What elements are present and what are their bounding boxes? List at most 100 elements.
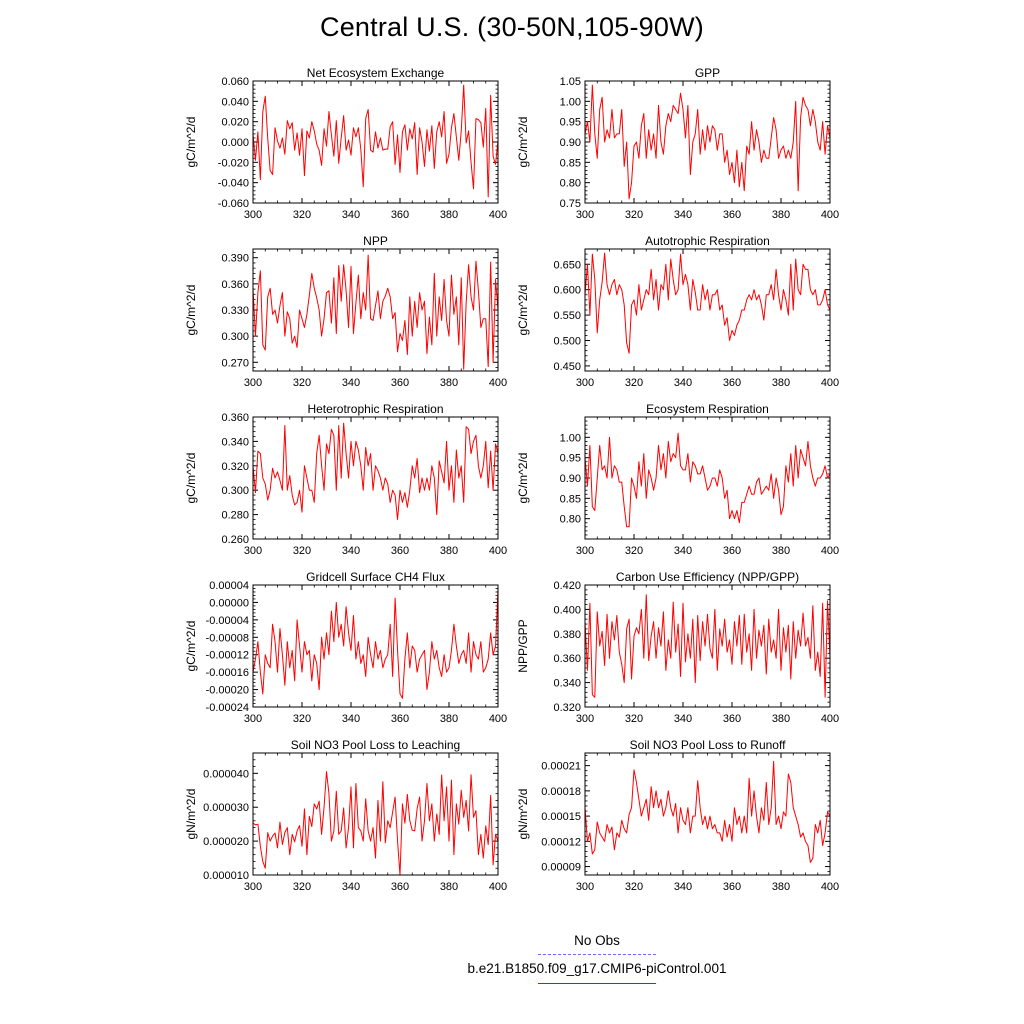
y-tick-label: 0.400 — [553, 604, 581, 616]
x-tick-label: 300 — [244, 545, 262, 557]
panel-title: Ecosystem Respiration — [646, 402, 769, 416]
series-line-npp — [252, 254, 499, 370]
plot-frame — [252, 416, 499, 540]
y-tick-label: 0.90 — [560, 137, 581, 149]
legend: No Obs b.e21.B1850.f09_g17.CMIP6-piContr… — [0, 928, 1024, 998]
panel-soil-no3-pool-loss-to-leaching: Soil NO3 Pool Loss to Leaching gN/m^2/d 30… — [184, 738, 507, 893]
x-tick-label: 380 — [440, 209, 458, 221]
x-tick-label: 340 — [674, 545, 692, 557]
y-axis-label: gN/m^2/d — [184, 789, 198, 840]
y-axis-label: gN/m^2/d — [516, 789, 530, 840]
y-tick-label: -0.00004 — [206, 615, 249, 627]
y-tick-label: 0.360 — [221, 412, 249, 424]
panel-soil-no3-pool-loss-to-runoff: Soil NO3 Pool Loss to Runoff gN/m^2/d 300 3… — [516, 738, 839, 893]
y-tick-label: 0.000040 — [203, 768, 249, 780]
y-tick-label: -0.00020 — [206, 685, 249, 697]
x-tick-label: 320 — [625, 377, 643, 389]
y-tick-label: -0.00012 — [206, 650, 249, 662]
x-tick-label: 320 — [293, 713, 311, 725]
series-line-autotrophic-respiration — [584, 252, 831, 354]
y-tick-label: 0.300 — [221, 485, 249, 497]
x-tick-label: 320 — [625, 713, 643, 725]
x-tick-label: 360 — [723, 713, 741, 725]
x-tick-label: 300 — [244, 713, 262, 725]
y-tick-label: 0.550 — [553, 310, 581, 322]
x-tick-label: 400 — [821, 377, 839, 389]
y-tick-label: 1.00 — [560, 96, 581, 108]
y-tick-label: 0.450 — [553, 361, 581, 373]
series-line-ecosystem-respiration — [584, 432, 831, 528]
y-tick-label: 0.340 — [221, 436, 249, 448]
y-tick-label: -0.00008 — [206, 632, 249, 644]
y-axis-label: gC/m^2/d — [516, 453, 530, 504]
x-tick-label: 380 — [440, 377, 458, 389]
x-tick-label: 400 — [489, 881, 507, 893]
panel-ecosystem-respiration: Ecosystem Respiration gC/m^2/d 300 320 340 36… — [516, 402, 839, 557]
y-tick-label: 0.060 — [221, 76, 249, 88]
y-tick-label: 0.00009 — [541, 862, 581, 874]
x-tick-label: 300 — [244, 881, 262, 893]
x-tick-label: 360 — [391, 209, 409, 221]
plot-frame — [252, 248, 499, 372]
panel-title: Carbon Use Efficiency (NPP/GPP) — [616, 570, 799, 584]
series-line-net-ecosystem-exchange — [252, 84, 499, 198]
x-tick-label: 380 — [772, 545, 790, 557]
x-tick-label: 300 — [244, 209, 262, 221]
y-tick-label: 0.280 — [221, 510, 249, 522]
y-tick-label: 0.360 — [221, 279, 249, 291]
y-tick-label: -0.00016 — [206, 667, 249, 679]
panel-gridcell-surface-ch4-flux: Gridcell Surface CH4 Flux gC/m^2/d 300 320 3… — [184, 570, 507, 725]
y-tick-label: 0.380 — [553, 629, 581, 641]
x-tick-label: 400 — [821, 209, 839, 221]
figure-title: Central U.S. (30-50N,105-90W) — [320, 12, 704, 42]
x-tick-label: 340 — [342, 545, 360, 557]
x-tick-label: 320 — [293, 545, 311, 557]
y-axis-label: gC/m^2/d — [184, 621, 198, 672]
x-tick-label: 340 — [674, 881, 692, 893]
y-tick-label: -0.00024 — [206, 702, 249, 714]
plot-frame — [584, 416, 831, 540]
panel-title: Soil NO3 Pool Loss to Leaching — [291, 738, 460, 752]
y-tick-label: 0.600 — [553, 285, 581, 297]
plot-frame — [584, 80, 831, 204]
y-tick-label: 0.00012 — [541, 836, 581, 848]
y-tick-label: 0.360 — [553, 653, 581, 665]
y-tick-label: 0.000010 — [203, 870, 249, 882]
series-line-soil-no3-pool-loss-to-runoff — [584, 760, 831, 863]
x-tick-label: 300 — [576, 545, 594, 557]
y-tick-label: 0.00018 — [541, 786, 581, 798]
x-tick-label: 340 — [342, 377, 360, 389]
y-tick-label: 0.330 — [221, 305, 249, 317]
y-tick-label: 0.390 — [221, 253, 249, 265]
y-tick-label: 0.340 — [553, 678, 581, 690]
x-tick-label: 320 — [293, 881, 311, 893]
panel-title: Heterotrophic Respiration — [307, 402, 443, 416]
y-tick-label: 0.320 — [553, 702, 581, 714]
legend-label-no-obs: No Obs — [574, 933, 620, 948]
panel-title: Autotrophic Respiration — [645, 234, 770, 248]
series-line-carbon-use-efficiency-npp-gpp — [584, 594, 831, 698]
plot-frame — [252, 584, 499, 708]
y-tick-label: 0.00000 — [209, 597, 249, 609]
panel-npp: NPP gC/m^2/d 300 320 340 360 380 400 0.270 0.300 0… — [184, 234, 507, 389]
x-tick-label: 360 — [391, 881, 409, 893]
y-tick-label: 0.00015 — [541, 811, 581, 823]
x-tick-label: 400 — [489, 209, 507, 221]
panel-title: Gridcell Surface CH4 Flux — [306, 570, 445, 584]
plot-frame — [252, 80, 499, 204]
x-tick-label: 360 — [723, 881, 741, 893]
y-tick-label: 0.00004 — [209, 580, 249, 592]
x-tick-label: 360 — [723, 209, 741, 221]
x-tick-label: 320 — [625, 209, 643, 221]
x-tick-label: 340 — [342, 209, 360, 221]
panel-heterotrophic-respiration: Heterotrophic Respiration gC/m^2/d 300 320 3… — [184, 402, 507, 557]
series-line-soil-no3-pool-loss-to-leaching — [252, 771, 499, 876]
y-tick-label: 0.270 — [221, 357, 249, 369]
y-tick-label: 1.00 — [560, 432, 581, 444]
panel-gpp: GPP gC/m^2/d 300 320 340 360 380 400 0.75 0.80 0.8… — [516, 66, 839, 221]
y-tick-label: 0.020 — [221, 117, 249, 129]
plot-frame — [584, 584, 831, 708]
x-tick-label: 380 — [440, 713, 458, 725]
y-tick-label: 0.000030 — [203, 802, 249, 814]
